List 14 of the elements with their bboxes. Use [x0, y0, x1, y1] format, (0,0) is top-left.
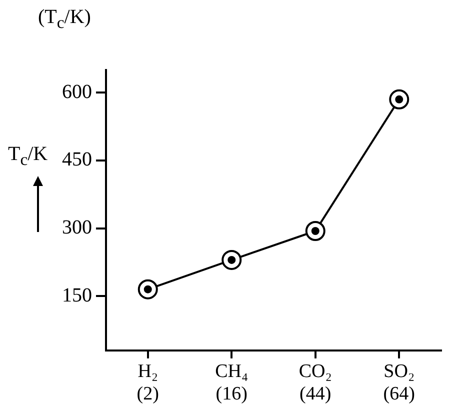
point [305, 221, 326, 242]
y-tick-label: 150 [62, 284, 92, 306]
x-tick-label: SO₂ (64) [383, 360, 415, 405]
point [138, 279, 158, 300]
y-axis-title: T$_{c}$/K [8, 143, 48, 170]
y-tick-label: 450 [62, 148, 92, 171]
x-tick-label: CO₂ (44) [298, 360, 332, 405]
x-tick-label: CH₄ (16) [215, 360, 248, 405]
point [222, 250, 242, 270]
chart-title: (T$_{c}$/K) [38, 6, 91, 33]
y-tick-label: 600 [62, 80, 92, 103]
x-tick-label: H₂ (2) [136, 360, 159, 405]
y-tick-label: 300 [62, 216, 92, 239]
point [389, 89, 410, 110]
